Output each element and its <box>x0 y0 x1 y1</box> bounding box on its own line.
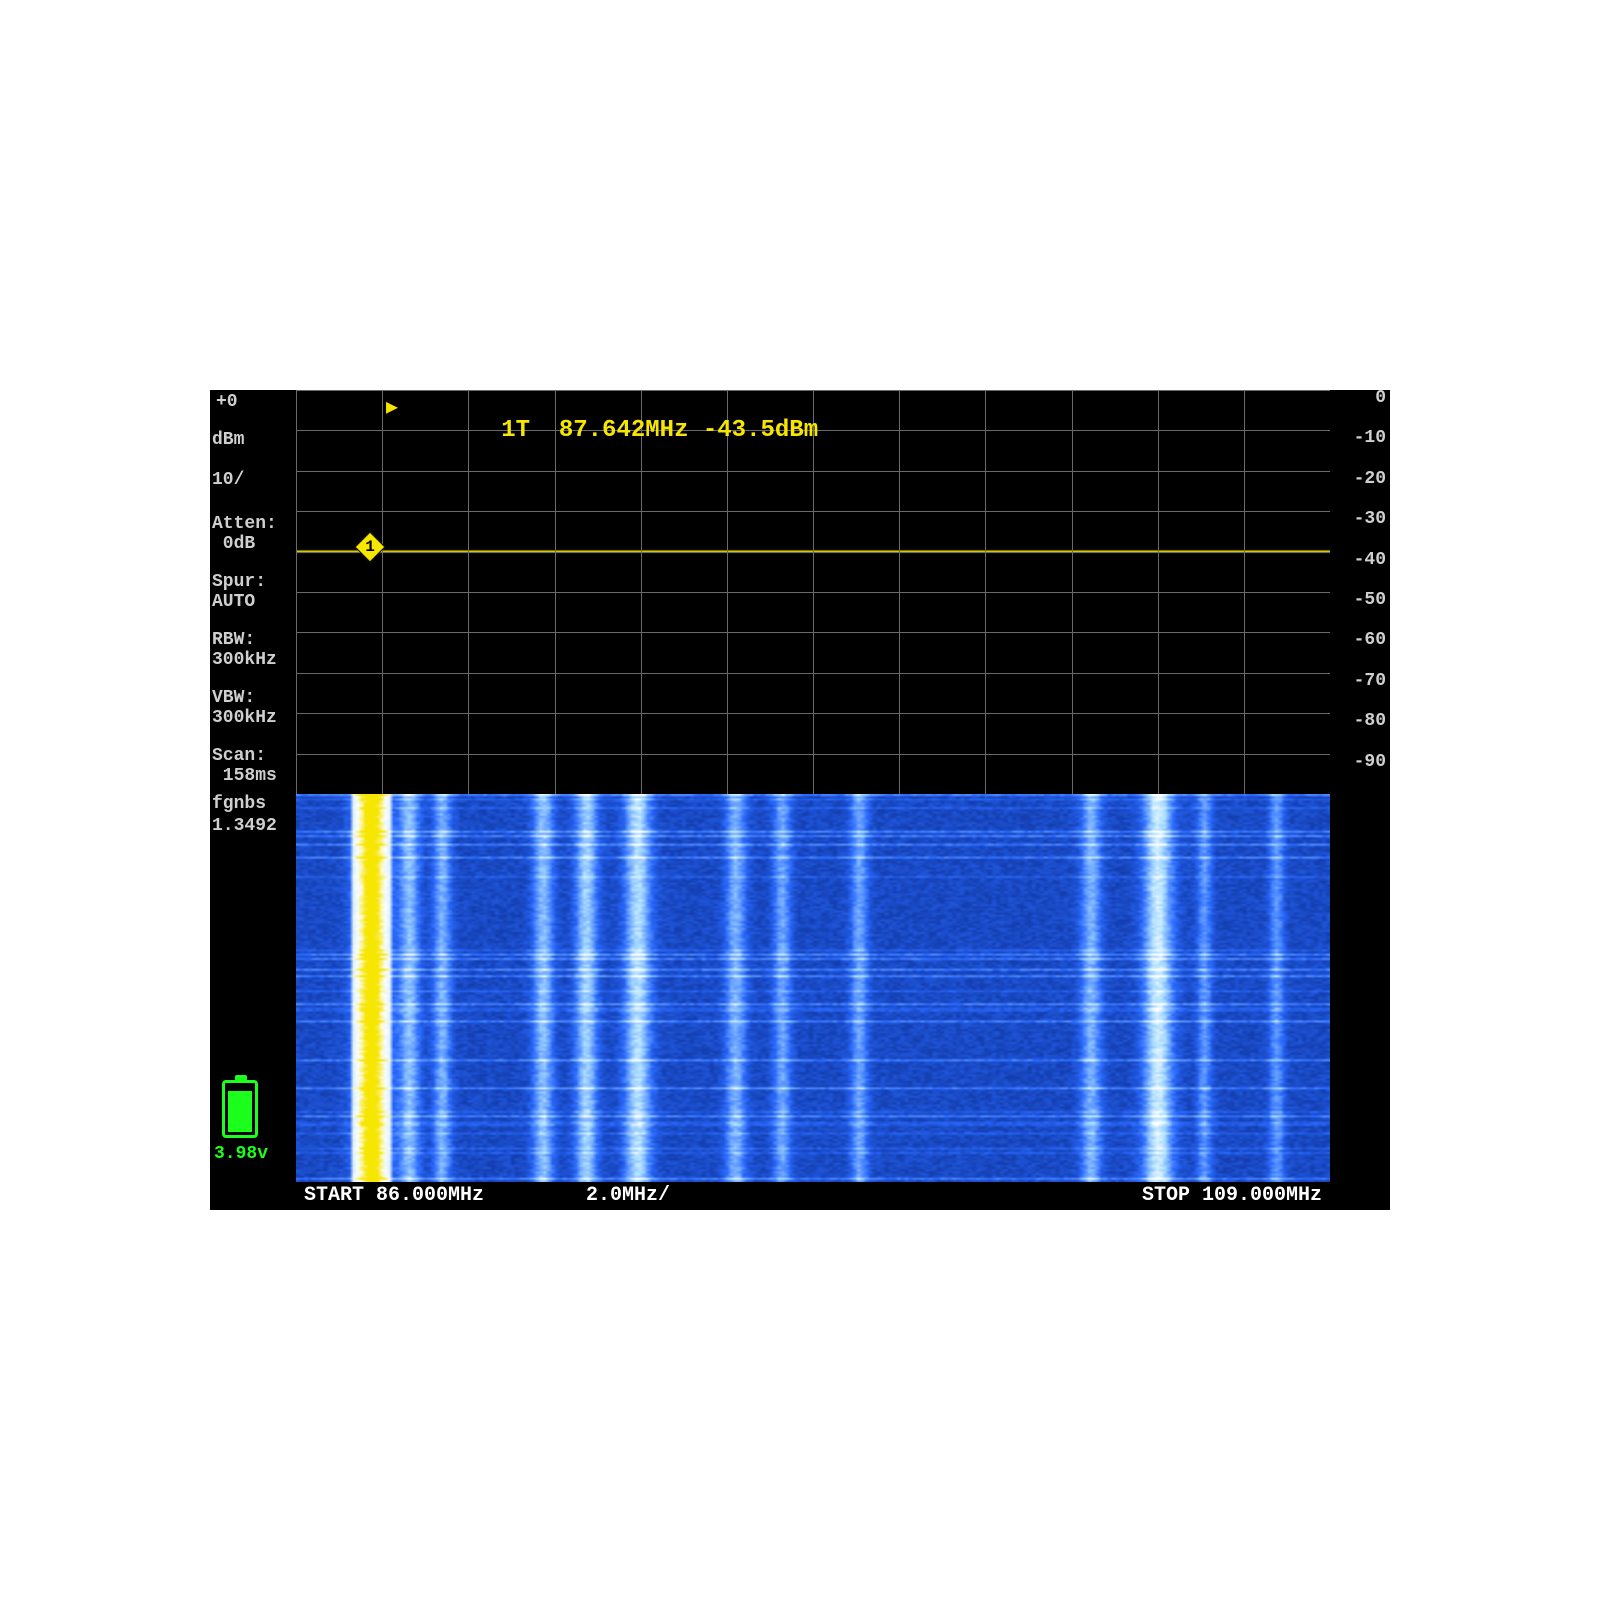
rbw-value: 300kHz <box>212 650 277 670</box>
atten-label: Atten: <box>212 514 277 534</box>
atten-value: 0dB <box>212 534 255 554</box>
battery-fill <box>228 1091 252 1132</box>
spur-label: Spur: <box>212 572 266 592</box>
marker-level: -43.5dBm <box>703 417 818 444</box>
scan-label: Scan: <box>212 746 266 766</box>
marker-flag-number: 1 <box>360 537 380 557</box>
rbw-label: RBW: <box>212 630 255 650</box>
grid-h <box>296 754 1330 755</box>
mode-indicator: fgnbs <box>212 794 266 814</box>
grid-h <box>296 390 1330 391</box>
ref-level: +0 <box>216 392 238 412</box>
spectrum-analyzer-screen: +0 dBm 10/ Atten: 0dB Spur: AUTO RBW: 30… <box>210 390 1390 1210</box>
y-tick: -50 <box>1354 590 1386 610</box>
marker-readout: 1T 87.642MHz -43.5dBm <box>386 392 818 470</box>
grid-h <box>296 552 1330 553</box>
right-scale: 0 -10 -20 -30 -40 -50 -60 -70 -80 -90 <box>1330 390 1390 1210</box>
grid-h <box>296 471 1330 472</box>
y-tick: 0 <box>1375 388 1386 408</box>
unit-label: dBm <box>212 430 244 450</box>
y-tick: -80 <box>1354 711 1386 731</box>
grid-h <box>296 592 1330 593</box>
start-freq: START 86.000MHz <box>304 1184 484 1207</box>
y-tick: -90 <box>1354 752 1386 772</box>
y-tick: -40 <box>1354 550 1386 570</box>
waterfall-plot[interactable] <box>296 794 1330 1182</box>
marker-trace: 1T <box>501 417 530 444</box>
y-tick: -70 <box>1354 671 1386 691</box>
spectrum-plot[interactable]: ▶ 1T 87.642MHz -43.5dBm 1 <box>296 390 1330 794</box>
grid-h <box>296 713 1330 714</box>
y-tick: -60 <box>1354 630 1386 650</box>
battery-icon <box>222 1080 258 1138</box>
grid-h <box>296 632 1330 633</box>
y-tick: -30 <box>1354 509 1386 529</box>
spur-value: AUTO <box>212 592 255 612</box>
y-tick: -20 <box>1354 469 1386 489</box>
waterfall-top-value: 1.3492 <box>212 816 277 836</box>
marker-freq: 87.642MHz <box>559 417 689 444</box>
battery-voltage: 3.98v <box>214 1144 268 1164</box>
grid-h <box>296 511 1330 512</box>
y-tick: -10 <box>1354 428 1386 448</box>
vbw-label: VBW: <box>212 688 255 708</box>
left-info-column: +0 dBm 10/ Atten: 0dB Spur: AUTO RBW: 30… <box>210 390 296 1210</box>
div-label: 10/ <box>212 470 244 490</box>
stop-freq: STOP 109.000MHz <box>1142 1184 1322 1207</box>
x-axis-bar: START 86.000MHz 2.0MHz/ STOP 109.000MHz <box>296 1182 1330 1210</box>
grid-h <box>296 673 1330 674</box>
span-per-div: 2.0MHz/ <box>586 1184 670 1207</box>
waterfall-canvas <box>296 794 1330 1182</box>
scan-value: 158ms <box>212 766 277 786</box>
vbw-value: 300kHz <box>212 708 277 728</box>
